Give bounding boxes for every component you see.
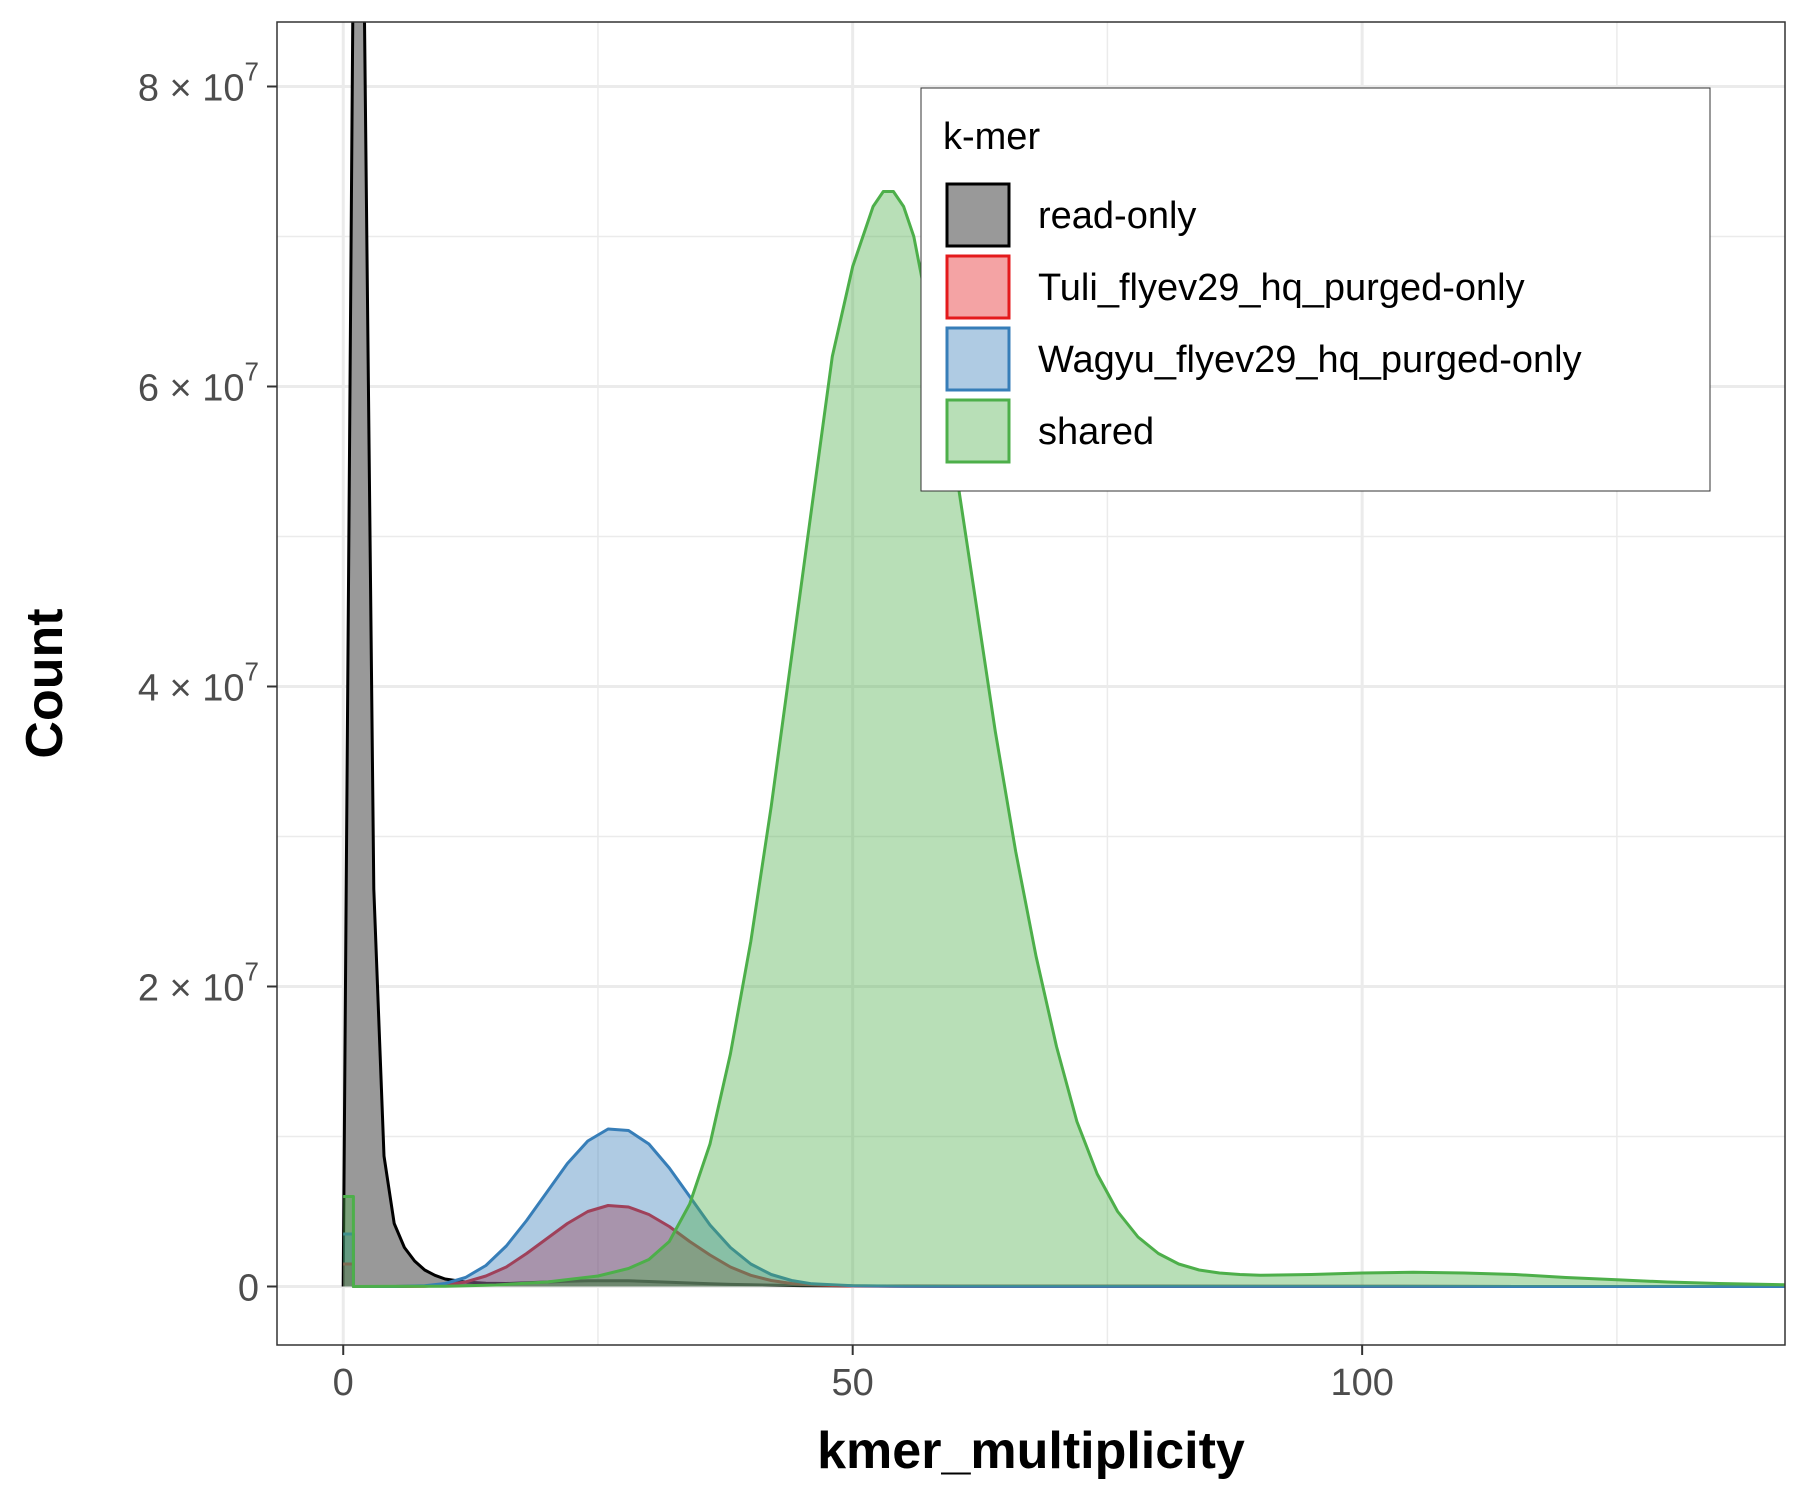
legend-label-0: read-only (1038, 195, 1196, 237)
x-tick-label: 0 (333, 1362, 354, 1404)
legend-swatch-2 (945, 326, 1011, 392)
legend-swatch-0 (945, 182, 1011, 248)
y-tick-label: 2 × 107 (138, 957, 259, 1010)
x-tick-label: 100 (1330, 1362, 1393, 1404)
legend-key-3 (945, 398, 1011, 464)
y-tick-label: 8 × 107 (138, 57, 259, 110)
y-axis-title: Count (16, 608, 74, 758)
y-tick-label: 0 (238, 1268, 259, 1310)
x-tick-label: 50 (832, 1362, 874, 1404)
legend-box (920, 87, 1711, 492)
x-axis-title: kmer_multiplicity (817, 1422, 1245, 1480)
panel-border (276, 21, 1786, 1346)
legend-label-3: shared (1038, 411, 1154, 453)
y-tick-label: 4 × 107 (138, 657, 259, 710)
legend-title: k-mer (943, 116, 1040, 158)
series-areas (341, 22, 1785, 1288)
legend-swatch-3 (945, 398, 1011, 464)
legend-label-1: Tuli_flyev29_hq_purged-only (1038, 267, 1525, 309)
axis-ticks: 0 50 100 0 2 × 107 4 × 107 6 × 107 8 × 107 (138, 57, 1394, 1405)
series-area-1 (343, 1205, 1785, 1287)
y-tick-label: 6 × 107 (138, 357, 259, 410)
legend-entries: read-only Tuli_flyev29_hq_purged-only Wagy… (945, 182, 1582, 464)
legend-key-1 (945, 254, 1011, 320)
legend-swatch-1 (945, 254, 1011, 320)
legend-key-2 (945, 326, 1011, 392)
legend: k-mer read-only Tuli_flyev29_hq_purged-on… (920, 87, 1711, 492)
series-area-2 (343, 1129, 1785, 1287)
legend-label-2: Wagyu_flyev29_hq_purged-only (1038, 339, 1582, 381)
